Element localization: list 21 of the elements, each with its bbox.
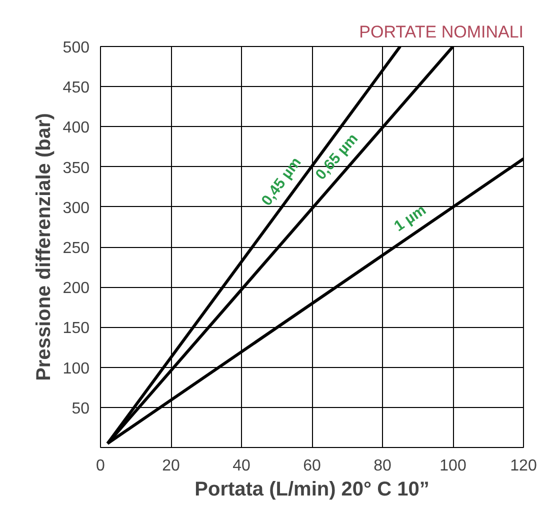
x-tick-label: 120: [510, 458, 537, 474]
y-tick-label: 250: [62, 240, 90, 257]
y-tick-label: 450: [62, 80, 90, 97]
text: 1 µm: [391, 202, 430, 236]
x-axis-title: Portata (L/min) 20° C 10”: [194, 478, 430, 500]
y-tick-label: 300: [62, 200, 90, 217]
x-tick-label: 20: [162, 458, 180, 474]
y-tick-label: 500: [62, 40, 90, 56]
y-tick-label: 400: [62, 120, 90, 137]
y-tick-label: 200: [62, 280, 90, 298]
y-tick-label: 100: [62, 360, 90, 378]
y-axis-title: Pressione differenziale (bar): [32, 113, 55, 381]
x-tick-label: 100: [440, 458, 466, 474]
x-tick-label: 80: [374, 458, 392, 474]
x-tick-label: 40: [232, 458, 250, 474]
x-tick-label: 60: [303, 458, 321, 474]
y-tick-label: 50: [72, 400, 90, 418]
y-tick-label: 350: [62, 160, 90, 177]
y-tick-label: 150: [62, 320, 90, 338]
chart-title: PORTATE NOMINALI: [359, 22, 524, 42]
x-tick-label: 0: [96, 458, 106, 474]
